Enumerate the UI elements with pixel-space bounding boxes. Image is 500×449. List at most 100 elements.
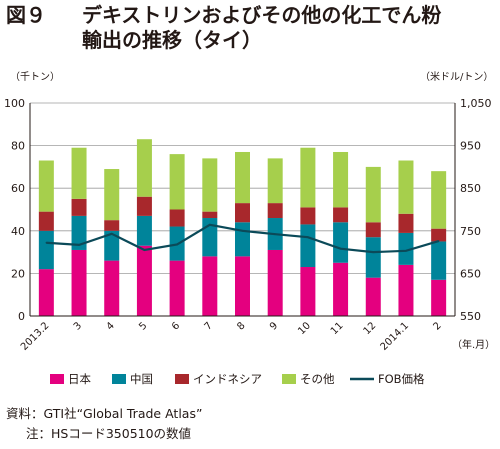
- x-tick-label: 10: [296, 320, 313, 337]
- legend-swatch: [282, 374, 296, 384]
- x-tick-label: 7: [203, 320, 215, 332]
- bar-segment: [431, 171, 447, 229]
- x-tick-label: 3: [72, 320, 84, 332]
- title-line-1: デキストリンおよびその他の化工でん粉: [82, 3, 442, 27]
- x-tick-label: 2: [431, 320, 443, 332]
- fob-point: [372, 251, 375, 253]
- bar-segment: [300, 207, 316, 225]
- bar-segment: [267, 158, 283, 204]
- bar-segment: [38, 269, 54, 316]
- bar-segment: [136, 139, 152, 197]
- bar-segment: [235, 222, 250, 257]
- bar-segment: [169, 209, 185, 227]
- y-tick-label: 0: [18, 310, 25, 323]
- fob-point: [405, 250, 407, 252]
- x-tick-label: 4: [105, 320, 117, 332]
- fob-point: [339, 247, 342, 250]
- fob-point: [307, 236, 309, 238]
- y2-tick-label: 950: [460, 140, 481, 153]
- fob-point: [274, 233, 276, 236]
- bar-segment: [38, 211, 54, 231]
- bar-segment: [104, 220, 120, 231]
- y-tick-label: 80: [11, 140, 25, 153]
- x-axis-unit: （年.月）: [452, 338, 495, 351]
- bar-segment: [235, 151, 250, 204]
- legend-label: その他: [300, 372, 335, 386]
- bar-segment: [136, 196, 152, 216]
- bar-segment: [333, 262, 349, 316]
- chart-title: 図９ デキストリンおよびその他の化工でん粉 輸出の推移（タイ）: [6, 3, 496, 53]
- x-tick-label: 11: [329, 320, 346, 337]
- bar-segment: [104, 230, 120, 261]
- x-tick-label: 8: [235, 320, 247, 332]
- x-tick-label: 2014.1: [379, 320, 412, 353]
- x-tick-label: 9: [268, 320, 280, 332]
- bar-segment: [38, 160, 54, 212]
- bar-segment: [300, 224, 316, 268]
- bar-segment: [202, 211, 218, 219]
- bar-segment: [398, 264, 414, 316]
- bar-segment: [398, 232, 414, 265]
- y2-tick-label: 550: [460, 310, 481, 323]
- bar-segment: [202, 256, 218, 316]
- bar-segment: [104, 260, 120, 316]
- fob-point: [110, 232, 113, 235]
- legend-label: FOB価格: [378, 372, 425, 386]
- y2-tick-label: 850: [460, 182, 481, 195]
- legend-swatch: [175, 374, 189, 384]
- bar-segment: [365, 277, 381, 316]
- bar-segment: [365, 166, 381, 223]
- bar-segment: [398, 213, 414, 233]
- y-tick-label: 60: [11, 182, 25, 195]
- left-axis-unit: （千トン）: [10, 71, 60, 83]
- fob-point: [437, 240, 440, 242]
- title-line-2: 輸出の推移（タイ）: [82, 28, 262, 52]
- y-tick-label: 40: [11, 225, 25, 238]
- fob-point: [78, 244, 80, 246]
- legend-swatch: [112, 374, 126, 384]
- legend-swatch: [50, 374, 64, 384]
- bar-segment: [267, 203, 283, 219]
- bar-segment: [333, 151, 349, 208]
- bar-segment: [333, 222, 349, 263]
- legend-label: 日本: [68, 372, 91, 386]
- fob-point: [241, 230, 244, 232]
- bar-segment: [169, 154, 185, 210]
- x-tick-label: 12: [362, 320, 379, 337]
- source-note: 資料：GTI社“Global Trade Atlas”: [6, 406, 203, 421]
- bar-segment: [333, 207, 349, 223]
- bar-segment: [104, 169, 120, 221]
- legend-label: 中国: [130, 372, 153, 386]
- bar-segment: [136, 215, 152, 246]
- bar-segment: [398, 160, 414, 214]
- bar-segment: [169, 260, 185, 316]
- bar-segment: [71, 215, 87, 250]
- fob-point: [45, 241, 48, 244]
- figure-number: 図９: [6, 3, 46, 27]
- hs-code-note: 注：HSコード350510の数値: [26, 426, 192, 441]
- bar-segment: [71, 198, 87, 216]
- fob-point: [143, 249, 146, 251]
- bar-segment: [71, 249, 87, 316]
- y-tick-label: 100: [4, 97, 25, 110]
- bar-segment: [267, 249, 283, 316]
- bar-segment: [431, 228, 447, 242]
- bar-segment: [300, 267, 316, 316]
- bar-segment: [235, 203, 250, 223]
- x-tick-label: 2013.2: [19, 320, 52, 353]
- bar-segment: [71, 147, 87, 199]
- bar-segment: [300, 147, 316, 208]
- legend-label: インドネシア: [193, 372, 262, 386]
- bar-segment: [365, 237, 381, 278]
- y2-tick-label: 650: [460, 267, 481, 280]
- fob-point: [209, 224, 211, 226]
- y-tick-label: 20: [11, 267, 25, 280]
- notes: 資料：GTI社“Global Trade Atlas” 注：HSコード35051…: [6, 404, 202, 444]
- bar-segment: [136, 245, 152, 316]
- y2-tick-label: 750: [460, 225, 481, 238]
- bar-segment: [431, 279, 447, 316]
- x-tick-label: 5: [137, 320, 149, 332]
- bar-segment: [235, 256, 250, 316]
- bar-segment: [365, 222, 381, 238]
- right-axis-unit: （米ドル/トン）: [420, 70, 493, 83]
